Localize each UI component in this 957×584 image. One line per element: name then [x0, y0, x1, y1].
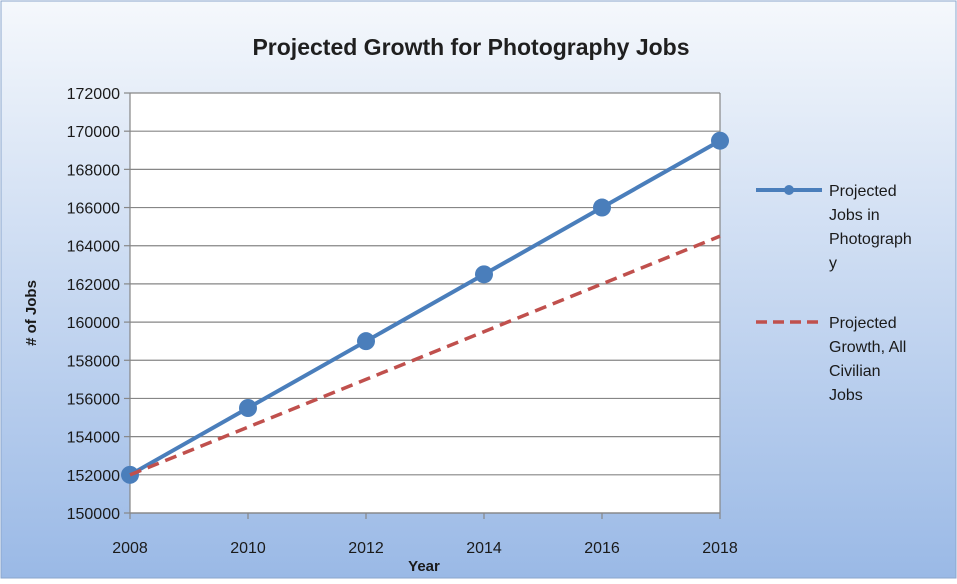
legend-label-2: Civilian: [829, 363, 881, 380]
y-tick-label: 164000: [67, 239, 120, 256]
y-tick-label: 172000: [67, 86, 120, 103]
plot-area: [130, 93, 720, 513]
legend-marker-1: [784, 185, 794, 195]
legend-label-1: y: [829, 255, 837, 272]
y-tick-label: 168000: [67, 162, 120, 179]
y-tick-label: 166000: [67, 201, 120, 218]
y-tick-label: 170000: [67, 124, 120, 141]
chart-title: Projected Growth for Photography Jobs: [252, 34, 689, 60]
y-tick-label: 158000: [67, 353, 120, 370]
y-axis-title: # of Jobs: [23, 280, 40, 346]
legend-label-1: Projected: [829, 183, 897, 200]
x-tick-label: 2018: [702, 540, 738, 557]
x-tick-label: 2010: [230, 540, 266, 557]
axes: 150000 152000 154000 156000 158000 160000 1620…: [67, 86, 738, 557]
series-line-1: [129, 138, 721, 477]
legend-label-2: Growth, All: [829, 339, 906, 356]
series-1-marker: [239, 399, 257, 417]
series-1-marker: [593, 198, 611, 217]
series-layer: [121, 131, 729, 484]
y-tick-label: 160000: [67, 315, 120, 332]
legend-label-2: Jobs: [829, 387, 863, 404]
legend-label-1: Jobs in: [829, 207, 880, 224]
y-tick-label: 154000: [67, 430, 120, 447]
x-tick-label: 2014: [466, 540, 502, 557]
y-tick-label: 152000: [67, 468, 120, 485]
series-line-2: [129, 234, 721, 477]
legend-label-1: Photograph: [829, 231, 912, 248]
x-tick-label: 2012: [348, 540, 384, 557]
y-tick-label: 156000: [67, 391, 120, 408]
legend: Projected Jobs in Photograph y Projected Grow…: [756, 183, 912, 404]
legend-label-2: Projected: [829, 315, 897, 332]
x-tick-label: 2016: [584, 540, 620, 557]
series-1-marker: [475, 265, 493, 284]
series-1-marker: [357, 332, 375, 351]
y-tick-label: 150000: [67, 506, 120, 523]
y-tick-label: 162000: [67, 277, 120, 294]
x-axis-title: Year: [408, 558, 440, 575]
series-1-marker: [711, 131, 729, 150]
x-tick-label: 2008: [112, 540, 148, 557]
